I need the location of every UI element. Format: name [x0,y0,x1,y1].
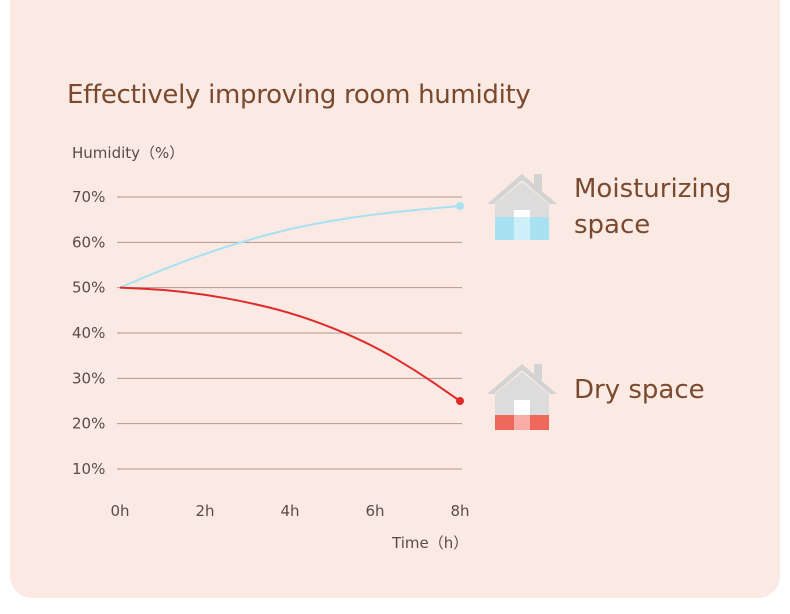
y-axis-label: Humidity（%） [72,144,185,162]
chart-title: Effectively improving room humidity [67,80,531,110]
x-axis-label: Time（h） [392,534,469,552]
house-dry-icon [487,364,557,430]
y-tick-label: 50% [72,279,105,297]
y-tick-label: 10% [72,460,105,478]
x-tick-label: 0h [110,502,129,520]
legend-moist-line1: Moisturizing [574,174,732,204]
y-tick-label: 70% [72,188,105,206]
x-tick-label: 6h [365,502,384,520]
legend-moist-label: Moisturizing space [574,171,732,243]
x-tick-label: 4h [280,502,299,520]
series-line-moist [119,205,461,289]
series-end-point-dry [456,397,464,405]
y-tick-label: 60% [72,233,105,251]
y-tick-label: 20% [72,415,105,433]
card-background [10,0,780,598]
x-tick-label: 8h [450,502,469,520]
y-tick-label: 30% [72,369,105,387]
legend-dry-label: Dry space [574,375,705,405]
legend-moist-line2: space [574,210,651,240]
house-moist-icon [487,174,557,240]
y-tick-label: 40% [72,324,105,342]
series-line-dry [119,286,461,402]
x-tick-label: 2h [195,502,214,520]
series-end-point-moist [456,202,464,211]
